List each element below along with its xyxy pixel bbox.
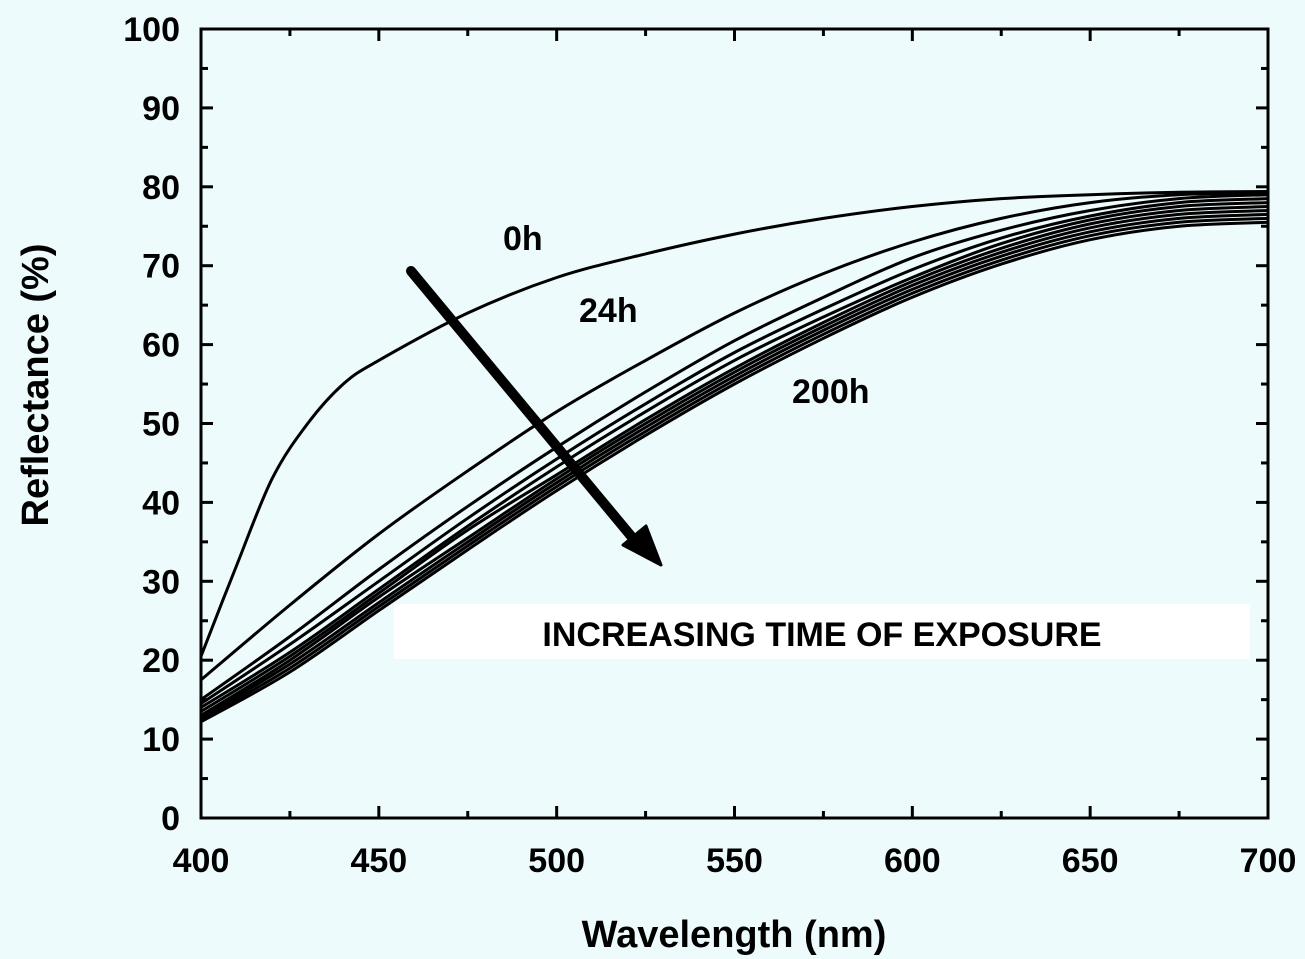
y-tick-label: 90 [142, 90, 180, 128]
y-axis-title: Reflectance (%) [15, 244, 57, 527]
y-tick-label: 20 [142, 642, 180, 680]
series-line-1 [199, 190, 1270, 658]
x-tick-label: 650 [1062, 842, 1119, 880]
label-200h: 200h [792, 373, 870, 411]
annotation-box [394, 604, 1250, 659]
y-tick-label: 70 [142, 248, 180, 286]
arrow-icon [406, 266, 663, 567]
series-line-7 [199, 209, 1270, 717]
y-tick-label: 40 [142, 484, 180, 522]
series-line-10 [199, 220, 1270, 724]
x-tick-label: 700 [1240, 842, 1297, 880]
x-tick-label: 450 [350, 842, 407, 880]
x-tick-label: 500 [528, 842, 585, 880]
series-line-6 [199, 205, 1270, 713]
y-tick-label: 80 [142, 169, 180, 207]
series-line-2 [199, 191, 1270, 682]
x-tick-label: 600 [884, 842, 941, 880]
arrow-annotation-text: INCREASING TIME OF EXPOSURE [542, 616, 1101, 654]
series-group [199, 190, 1270, 724]
series-line-4 [199, 197, 1270, 706]
y-tick-label: 0 [161, 800, 180, 838]
y-tick-label: 100 [123, 11, 180, 49]
ticks-group [199, 27, 1270, 820]
series-line-3 [199, 193, 1270, 702]
y-tick-label: 50 [142, 406, 180, 444]
x-axis-title: Wavelength (nm) [582, 914, 887, 956]
x-tick-label: 400 [173, 842, 230, 880]
series-line-5 [199, 201, 1270, 709]
plot-frame [199, 27, 1270, 820]
y-tick-label: 60 [142, 327, 180, 365]
y-tick-label: 10 [142, 721, 180, 759]
series-line-8 [199, 212, 1270, 719]
y-tick-label: 30 [142, 563, 180, 601]
tick-labels-group: 400 450 500 550 600 650 700 0 10 20 30 40 50 60 70 80 90… [123, 11, 1296, 880]
label-24h: 24h [579, 292, 638, 330]
label-0h: 0h [503, 220, 543, 258]
series-line-9 [199, 216, 1270, 721]
x-tick-label: 550 [706, 842, 763, 880]
